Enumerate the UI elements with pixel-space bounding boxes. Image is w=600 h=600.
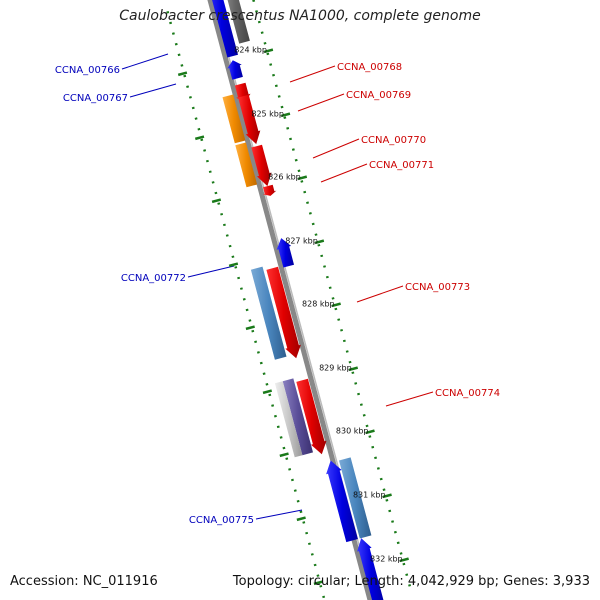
map-title: Caulobacter crescentus NA1000, complete …: [119, 8, 481, 24]
gene-callout-line: [255, 509, 303, 520]
gene-label[interactable]: CCNA_00768: [337, 62, 402, 73]
gene-features: [212, 0, 384, 600]
gene-callout-line: [385, 391, 434, 407]
scale-tick-mark: [245, 325, 255, 331]
scale-tick-mark: [279, 452, 289, 458]
gene-label[interactable]: CCNA_00766: [55, 65, 120, 76]
gene-feature: [266, 266, 301, 359]
scale-tick-mark: [399, 557, 409, 563]
scale-tick-mark: [297, 175, 308, 181]
gene-callout-line: [289, 65, 336, 83]
scale-tick-mark: [262, 389, 273, 395]
gene-callout-line: [320, 163, 368, 183]
scale-tick-mark: [313, 580, 323, 586]
scale-tick-label: 832 kbp: [370, 555, 403, 564]
scale-ticks: 824 kbp 825 kbp 826 kbp 827 kbp 828 kbp 829 k…: [177, 46, 409, 586]
gene-feature: [276, 238, 294, 268]
scale-tick-mark: [314, 239, 325, 245]
gene-feature: [238, 94, 261, 145]
scale-tick-mark: [228, 262, 239, 268]
scale-tick-mark: [194, 135, 205, 141]
gene-label[interactable]: CCNA_00771: [369, 160, 434, 171]
gene-feature: [227, 60, 243, 80]
genome-summary-text: Topology: circular; Length: 4,042,929 bp…: [232, 574, 590, 589]
scale-tick-mark: [211, 198, 222, 204]
gene-label[interactable]: CCNA_00767: [63, 93, 128, 104]
gene-labels: CCNA_00766 CCNA_00767 CCNA_00768 CCNA_00769…: [55, 62, 500, 526]
gene-feature: [227, 0, 250, 44]
gene-feature: [357, 538, 384, 600]
scale-tick-mark: [263, 48, 274, 54]
gene-label[interactable]: CCNA_00770: [361, 135, 426, 146]
gene-feature: [296, 378, 327, 455]
scale-tick-mark: [348, 366, 359, 372]
gene-feature: [251, 144, 272, 187]
gene-callout-line: [121, 53, 169, 70]
scale-tick-mark: [382, 493, 392, 499]
scale-tick-mark: [365, 429, 375, 435]
gene-callout-line: [312, 138, 360, 159]
gene-feature: [250, 266, 287, 360]
gene-callout-line: [187, 265, 235, 278]
scale-tick-mark: [177, 71, 188, 77]
scale-tick-mark: [296, 516, 306, 522]
scale-tick-label: 830 kbp: [336, 427, 369, 436]
gene-feature: [326, 460, 358, 543]
scale-tick-label: 828 kbp: [302, 300, 335, 309]
gene-feature: [222, 94, 246, 144]
scale-tick-label: 829 kbp: [319, 364, 352, 373]
gene-feature: [274, 381, 303, 458]
scale-tick-label: 826 kbp: [268, 173, 301, 182]
accession-text: Accession: NC_011916: [10, 574, 158, 589]
gene-callout-line: [297, 93, 345, 112]
gene-label[interactable]: CCNA_00772: [121, 273, 186, 284]
gene-feature: [339, 457, 372, 539]
feature-track-guides: [166, 0, 412, 600]
gene-label[interactable]: CCNA_00775: [189, 515, 254, 526]
gene-callout-line: [129, 83, 177, 98]
gene-feature: [262, 184, 277, 196]
scale-tick-label: 831 kbp: [353, 491, 386, 500]
left-track-guide: [252, 0, 412, 590]
gene-label[interactable]: CCNA_00769: [346, 90, 411, 101]
gene-callout-line: [356, 285, 404, 303]
gene-label[interactable]: CCNA_00774: [435, 388, 500, 399]
gene-feature: [212, 0, 238, 58]
scale-tick-label: 827 kbp: [285, 237, 318, 246]
scale-tick-mark: [331, 302, 341, 308]
scale-tick-label: 825 kbp: [251, 110, 284, 119]
gene-feature: [282, 378, 313, 456]
scale-tick-mark: [280, 112, 291, 118]
gene-label[interactable]: CCNA_00773: [405, 282, 470, 293]
scale-tick-label: 824 kbp: [234, 46, 267, 55]
gene-label-callouts: [121, 53, 434, 520]
gene-feature: [235, 142, 258, 188]
right-track-guide: [166, 11, 326, 600]
